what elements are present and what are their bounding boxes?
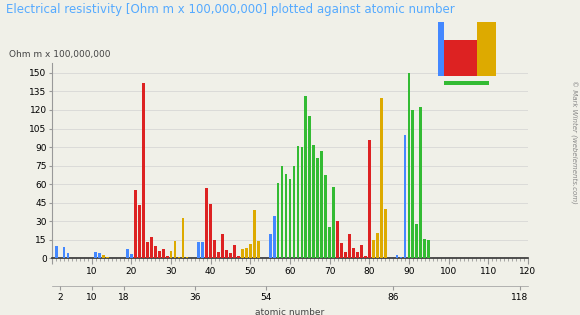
Bar: [328, 227, 331, 258]
Bar: [352, 248, 355, 258]
Bar: [221, 234, 224, 258]
Bar: [138, 205, 141, 258]
Bar: [336, 221, 339, 258]
Bar: [309, 116, 311, 258]
Bar: [150, 237, 153, 258]
Bar: [344, 252, 347, 258]
Bar: [273, 216, 275, 258]
Bar: [233, 245, 236, 258]
Bar: [130, 254, 133, 258]
Bar: [106, 257, 109, 258]
Bar: [177, 257, 180, 258]
Bar: [368, 140, 371, 258]
Bar: [269, 234, 271, 258]
Bar: [396, 255, 398, 258]
Bar: [384, 209, 386, 258]
Bar: [444, 40, 477, 76]
Bar: [102, 255, 105, 258]
Bar: [289, 179, 291, 258]
Bar: [408, 73, 410, 258]
Bar: [411, 110, 414, 258]
Bar: [477, 40, 496, 76]
Bar: [427, 240, 430, 258]
Bar: [166, 256, 169, 258]
Bar: [245, 248, 248, 258]
Bar: [67, 253, 70, 258]
Bar: [170, 251, 172, 258]
Bar: [134, 190, 137, 258]
Bar: [182, 218, 184, 258]
X-axis label: atomic number: atomic number: [255, 307, 325, 315]
Bar: [55, 246, 57, 258]
Bar: [154, 246, 157, 258]
Bar: [209, 204, 212, 258]
Bar: [229, 253, 232, 258]
Bar: [316, 158, 319, 258]
Bar: [142, 83, 145, 258]
Bar: [99, 253, 101, 258]
Bar: [218, 252, 220, 258]
Bar: [126, 249, 129, 258]
Bar: [444, 81, 490, 99]
Bar: [332, 186, 335, 258]
Bar: [356, 252, 359, 258]
Bar: [285, 174, 288, 258]
Bar: [423, 238, 426, 258]
Bar: [225, 249, 228, 258]
Bar: [201, 242, 204, 258]
Bar: [419, 107, 422, 258]
Bar: [360, 245, 362, 258]
Bar: [415, 224, 418, 258]
Bar: [477, 22, 496, 40]
Bar: [162, 249, 165, 258]
Bar: [205, 188, 208, 258]
Bar: [63, 247, 66, 258]
Bar: [257, 241, 260, 258]
Bar: [404, 135, 407, 258]
Text: © Mark Winter (webelements.com): © Mark Winter (webelements.com): [570, 80, 577, 204]
Bar: [213, 239, 216, 258]
Bar: [253, 210, 256, 258]
Bar: [277, 183, 280, 258]
Bar: [241, 249, 244, 258]
Bar: [296, 146, 299, 258]
Bar: [197, 243, 200, 258]
Text: Ohm m x 100,000,000: Ohm m x 100,000,000: [9, 50, 111, 59]
Bar: [158, 251, 161, 258]
Bar: [320, 151, 323, 258]
Bar: [313, 145, 315, 258]
Bar: [249, 244, 252, 258]
Bar: [438, 40, 444, 76]
Bar: [292, 166, 295, 258]
Bar: [340, 243, 343, 258]
Bar: [380, 98, 383, 258]
Bar: [348, 234, 351, 258]
Text: Electrical resistivity [Ohm m x 100,000,000] plotted against atomic number: Electrical resistivity [Ohm m x 100,000,…: [6, 3, 455, 16]
Bar: [173, 241, 176, 258]
Bar: [324, 175, 327, 258]
Bar: [186, 257, 188, 258]
Bar: [438, 22, 444, 40]
Bar: [237, 256, 240, 258]
Bar: [300, 147, 303, 258]
Bar: [400, 257, 403, 258]
Bar: [372, 240, 375, 258]
Bar: [95, 252, 97, 258]
Bar: [376, 233, 379, 258]
Bar: [304, 96, 307, 258]
Bar: [281, 166, 284, 258]
Bar: [364, 255, 367, 258]
Bar: [146, 242, 148, 258]
